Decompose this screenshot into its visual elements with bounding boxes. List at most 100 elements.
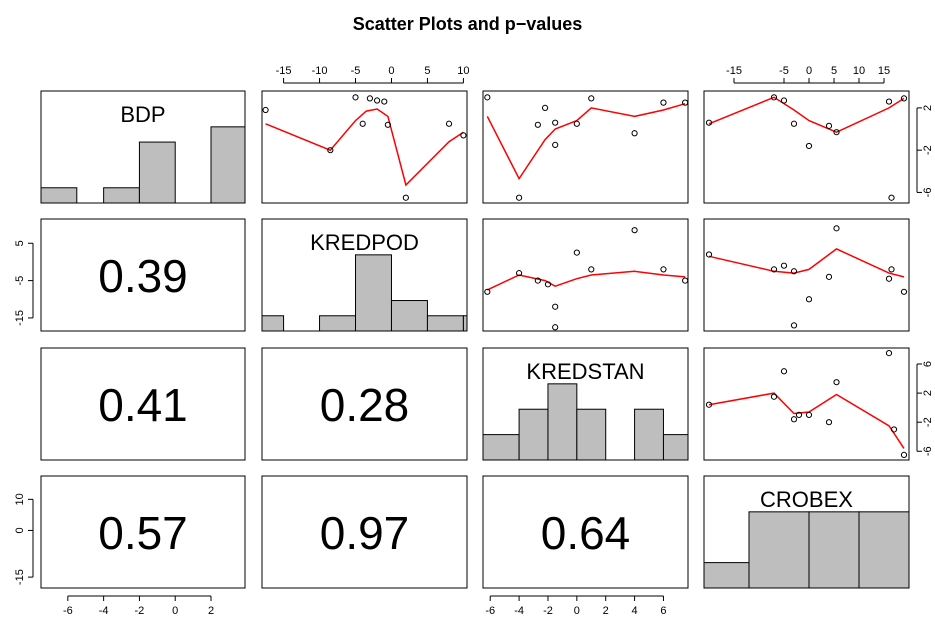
y-tick-label: 10 [14, 493, 26, 505]
data-point [705, 251, 713, 258]
x-tick-label: 4 [632, 605, 638, 617]
y-tick-label: 2 [922, 105, 934, 111]
histogram-bar-bdp [103, 187, 140, 204]
data-point [780, 368, 788, 375]
x-tick-label: -6 [63, 605, 73, 617]
y-tick-label: 2 [922, 390, 934, 396]
smooth-line [265, 108, 464, 187]
data-point [805, 142, 813, 150]
data-point [544, 281, 552, 288]
panel-frame [482, 90, 689, 204]
data-point [366, 95, 373, 102]
chart-title: Scatter Plots and p−values [352, 14, 583, 34]
data-point [770, 393, 778, 400]
data-point [588, 95, 595, 102]
variable-label-kredstan: KREDSTAN [526, 359, 644, 384]
histogram-bar-kredstan [482, 434, 520, 461]
panel-frame [261, 475, 468, 589]
x-tick-label: 2 [208, 605, 214, 617]
panel-frame [482, 475, 689, 589]
data-point [541, 104, 549, 112]
data-point [373, 97, 381, 104]
y-tick-label: 5 [14, 240, 26, 246]
histogram-bar-kredstan [662, 434, 689, 461]
panel-frame [703, 90, 910, 204]
data-point [484, 94, 491, 101]
data-point [705, 401, 713, 408]
data-point [588, 266, 595, 273]
x-tick-label: 0 [574, 605, 580, 617]
x-tick-label: -6 [485, 605, 495, 617]
data-point [552, 141, 559, 148]
data-point [327, 147, 334, 154]
x-tick-label: -4 [99, 605, 109, 617]
panel-frame [40, 218, 246, 332]
data-point [795, 411, 803, 419]
y-tick-label: -2 [922, 417, 934, 427]
histogram-bar-crobex [748, 511, 810, 589]
data-point [445, 120, 453, 127]
data-point [515, 270, 523, 277]
data-point [770, 266, 778, 273]
p-value: 0.28 [320, 379, 410, 431]
data-point [833, 225, 840, 232]
data-point [900, 95, 908, 102]
data-point [484, 288, 491, 295]
data-point [660, 266, 667, 273]
smooth-line [708, 248, 905, 278]
data-point [833, 129, 840, 136]
data-point [825, 122, 833, 129]
x-tick-label: 5 [424, 65, 430, 77]
data-point [352, 94, 359, 101]
x-tick-label: 10 [853, 65, 865, 77]
x-tick-label: 0 [806, 65, 812, 77]
data-point [460, 132, 467, 139]
panel-frame [40, 475, 246, 589]
histogram-bar-kredpod [319, 315, 357, 332]
panel-frame [482, 347, 689, 461]
data-point [825, 419, 833, 426]
p-value: 0.41 [98, 379, 188, 431]
data-point [790, 416, 798, 423]
p-value: 0.64 [541, 507, 631, 559]
histogram-bar-kredpod [462, 315, 468, 332]
variable-label-kredpod: KREDPOD [310, 230, 419, 255]
y-tick-label: -15 [14, 310, 26, 326]
histogram-bar-kredpod [355, 254, 392, 332]
histogram-bar-kredstan [547, 383, 578, 461]
histogram-bar-bdp [138, 141, 176, 204]
p-value: 0.39 [98, 250, 188, 302]
x-tick-label: 6 [660, 605, 666, 617]
histogram-bar-crobex [808, 511, 860, 589]
data-point [885, 275, 893, 282]
panel-frame [482, 218, 689, 332]
x-tick-label: 15 [878, 65, 890, 77]
data-point [900, 288, 908, 295]
p-value: 0.57 [98, 507, 188, 559]
data-point [552, 303, 559, 310]
y-tick-label: -15 [14, 569, 26, 585]
histogram-bar-kredstan [576, 408, 607, 461]
x-tick-label: 5 [831, 65, 837, 77]
variable-label-bdp: BDP [120, 102, 165, 127]
p-value: 0.97 [320, 507, 410, 559]
y-tick-label: 0 [14, 527, 26, 533]
panel-frame [40, 347, 246, 461]
x-tick-label: 0 [172, 605, 178, 617]
data-point [402, 194, 409, 201]
data-point [885, 98, 893, 105]
smooth-line [486, 270, 686, 291]
histogram-bar-crobex [703, 562, 750, 589]
panel-frame [261, 347, 468, 461]
panel-frame [261, 218, 468, 332]
histogram-bar-kredstan [518, 408, 549, 461]
data-point [262, 106, 269, 114]
data-point [534, 277, 541, 284]
data-point [888, 194, 895, 201]
data-point [805, 411, 813, 419]
x-tick-label: 0 [388, 65, 394, 77]
data-point [790, 322, 798, 329]
data-point [631, 227, 638, 234]
histogram-bar-kredpod [426, 315, 464, 332]
